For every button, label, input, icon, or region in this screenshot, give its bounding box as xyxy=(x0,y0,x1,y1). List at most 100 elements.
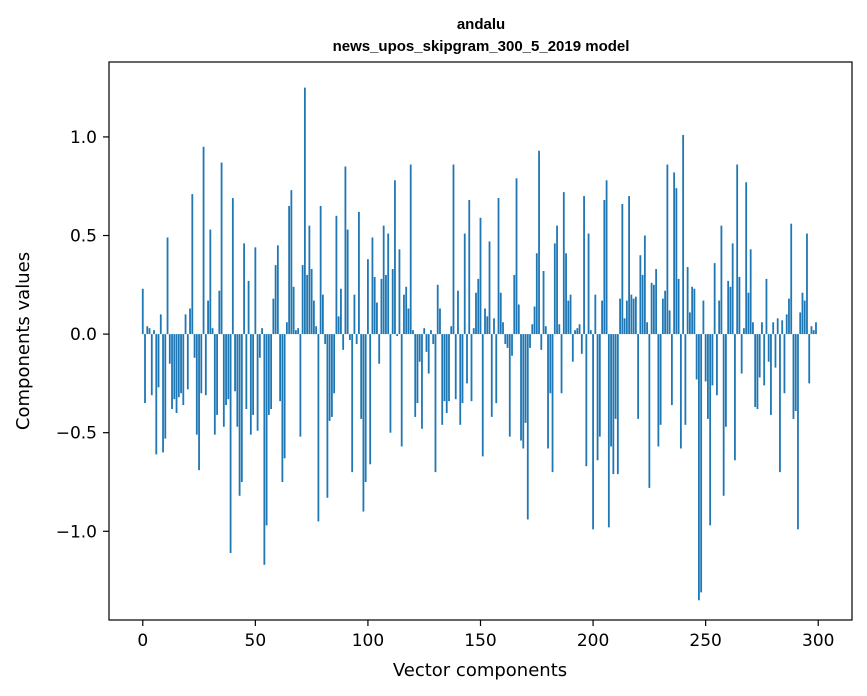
bar xyxy=(779,334,781,473)
bar xyxy=(788,298,790,335)
bar xyxy=(358,211,360,335)
bar xyxy=(229,334,232,553)
bar xyxy=(810,326,813,335)
bar xyxy=(182,334,185,406)
bar xyxy=(799,312,802,335)
bar xyxy=(306,274,309,335)
bar xyxy=(632,298,635,335)
bar xyxy=(664,290,667,335)
bar xyxy=(317,334,320,522)
bar xyxy=(436,284,439,335)
bar xyxy=(403,294,405,335)
bar xyxy=(430,330,432,335)
bar xyxy=(454,334,457,400)
bar xyxy=(770,334,772,415)
bar xyxy=(369,334,372,465)
bar xyxy=(328,334,331,421)
bar xyxy=(218,290,221,335)
bar xyxy=(628,196,630,335)
bar xyxy=(610,334,612,447)
bar xyxy=(421,334,423,429)
y-tick-label: −1.0 xyxy=(56,522,97,542)
bar xyxy=(427,334,430,374)
bar xyxy=(310,269,313,335)
bar xyxy=(594,294,597,335)
bar xyxy=(731,243,734,335)
bar xyxy=(265,334,268,526)
bar xyxy=(583,196,585,335)
bar xyxy=(621,203,624,335)
bar xyxy=(596,334,599,461)
bar xyxy=(376,302,378,335)
chart-subtitle: news_upos_skipgram_300_5_2019 model xyxy=(333,38,630,55)
bar xyxy=(162,334,164,453)
bar xyxy=(646,322,649,335)
bar xyxy=(533,306,536,335)
bar xyxy=(288,205,291,335)
bar xyxy=(722,334,725,496)
bar xyxy=(727,280,730,335)
bar xyxy=(414,334,417,417)
bar xyxy=(146,326,149,335)
bar xyxy=(535,253,538,335)
bar xyxy=(398,249,401,335)
bar xyxy=(565,253,567,335)
bar xyxy=(225,334,227,406)
bar xyxy=(562,192,565,335)
bar xyxy=(200,334,203,394)
bar xyxy=(213,334,216,435)
bar xyxy=(340,288,342,335)
bar xyxy=(281,334,284,482)
x-axis-label: Vector components xyxy=(393,660,567,681)
bar xyxy=(641,274,644,335)
bar xyxy=(387,233,390,335)
bar xyxy=(186,334,189,390)
bar xyxy=(285,322,288,335)
bar xyxy=(679,334,682,449)
bar xyxy=(808,334,811,384)
bar xyxy=(713,263,716,335)
bar xyxy=(159,314,162,335)
bar xyxy=(207,300,209,335)
bar xyxy=(344,166,347,335)
bar xyxy=(504,334,507,344)
bar xyxy=(736,164,739,335)
bar xyxy=(673,172,676,335)
bar xyxy=(409,164,412,335)
bar xyxy=(247,280,250,335)
bar xyxy=(740,334,743,374)
bar xyxy=(155,334,158,455)
bar xyxy=(400,334,403,447)
bar xyxy=(439,308,441,335)
bar xyxy=(567,300,570,335)
bar xyxy=(734,334,736,461)
bar xyxy=(592,334,594,530)
bar xyxy=(452,164,455,335)
bar xyxy=(202,146,205,335)
bar xyxy=(180,334,182,394)
y-tick-label: −0.5 xyxy=(56,424,97,444)
bar xyxy=(542,271,545,335)
bar xyxy=(589,330,592,335)
bar xyxy=(556,225,558,335)
bar xyxy=(790,223,793,335)
bar xyxy=(319,205,322,335)
bar xyxy=(261,328,263,335)
bar xyxy=(547,334,549,449)
bar xyxy=(781,320,784,335)
bar xyxy=(569,294,572,335)
bar xyxy=(382,225,385,335)
bar xyxy=(252,334,254,415)
bar xyxy=(168,334,171,364)
bar xyxy=(457,290,459,335)
bar xyxy=(394,180,396,335)
bar xyxy=(513,274,516,335)
bar xyxy=(785,314,788,335)
bar xyxy=(815,322,817,335)
bar xyxy=(389,334,392,433)
bar xyxy=(342,334,345,350)
bar xyxy=(315,326,318,335)
bar xyxy=(497,198,500,335)
bar xyxy=(585,334,588,467)
bar xyxy=(301,265,304,335)
